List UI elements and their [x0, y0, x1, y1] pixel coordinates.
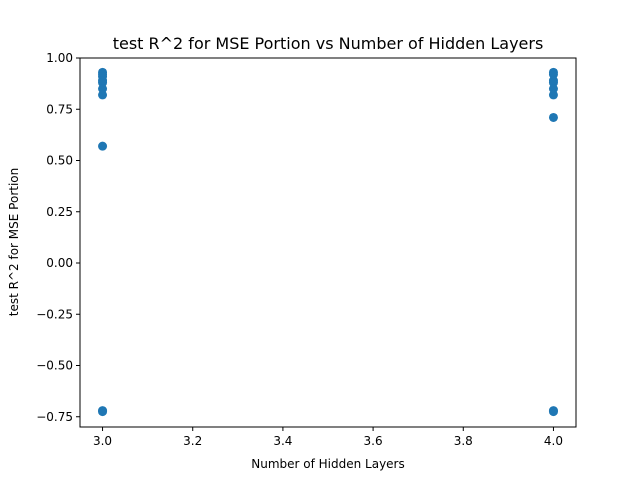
data-point [548, 84, 558, 94]
y-tick-label: −0.75 [36, 410, 73, 424]
x-tick-label: 3.4 [273, 434, 292, 448]
plot-frame [79, 57, 577, 428]
y-tick-label: 1.00 [46, 51, 73, 65]
y-tick-label: 0.00 [46, 256, 73, 270]
data-point [98, 78, 108, 88]
x-tick-label: 3.0 [93, 434, 112, 448]
x-tick-label: 3.8 [454, 434, 473, 448]
x-tick-label: 4.0 [544, 434, 563, 448]
data-point [548, 407, 558, 417]
points-layer [98, 67, 558, 417]
y-tick-label: −0.50 [36, 359, 73, 373]
x-axis: 3.0 3.2 3.4 3.6 3.8 4.0 [93, 427, 563, 448]
x-tick-label: 3.6 [364, 434, 383, 448]
x-tick-label: 3.2 [183, 434, 202, 448]
data-point [98, 407, 108, 417]
data-point [98, 141, 108, 151]
data-point [548, 90, 558, 100]
y-tick-label: −0.25 [36, 307, 73, 321]
y-axis-label: test R^2 for MSE Portion [7, 168, 21, 316]
data-point [98, 84, 108, 94]
y-tick-label: 0.75 [46, 102, 73, 116]
y-tick-label: 0.25 [46, 205, 73, 219]
data-point [98, 90, 108, 100]
y-tick-label: 0.50 [46, 154, 73, 168]
x-axis-label: Number of Hidden Layers [251, 457, 405, 471]
data-point [548, 69, 558, 79]
data-point [548, 78, 558, 88]
chart-title: test R^2 for MSE Portion vs Number of Hi… [113, 34, 544, 53]
data-point [548, 112, 558, 122]
y-axis: 1.00 0.75 0.50 0.25 0.00 −0.25 −0.50 −0.75 [36, 51, 80, 424]
